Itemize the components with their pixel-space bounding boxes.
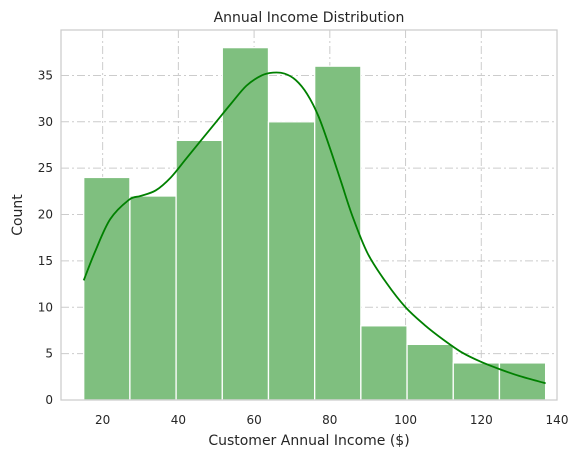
ticks-layer: 20 40 60 80 100 120 140 0 5 10 15 20 25 30 35: [38, 68, 569, 427]
y-tick-label: 15: [38, 254, 53, 268]
y-tick-label: 20: [38, 208, 53, 222]
y-tick-label: 35: [38, 68, 53, 82]
bars-layer: [83, 46, 547, 401]
y-tick-label: 5: [45, 347, 53, 361]
x-tick-label: 100: [394, 413, 417, 427]
y-axis-label: Count: [10, 194, 26, 236]
histogram-bar: [452, 362, 501, 401]
kde-layer: [82, 71, 546, 385]
x-tick-label: 120: [470, 413, 493, 427]
x-tick-label: 20: [95, 413, 110, 427]
histogram-bar: [221, 46, 270, 401]
histogram-bar: [267, 121, 316, 401]
x-axis-label: Customer Annual Income ($): [208, 433, 409, 449]
histogram-bar: [360, 325, 408, 401]
histogram-bar: [129, 195, 177, 401]
y-tick-label: 10: [38, 300, 53, 314]
x-tick-label: 60: [246, 413, 261, 427]
x-tick-label: 80: [322, 413, 337, 427]
kde-curve: [82, 71, 546, 385]
plot-frame: [60, 29, 558, 401]
y-tick-label: 0: [45, 393, 53, 407]
histogram-bar: [314, 65, 362, 401]
histogram-bar: [83, 176, 131, 401]
histogram-bar: [175, 139, 223, 401]
y-tick-label: 30: [38, 115, 53, 129]
histogram-bar: [406, 343, 454, 401]
chart-title: Annual Income Distribution: [214, 10, 405, 26]
x-tick-label: 140: [546, 413, 569, 427]
x-tick-label: 40: [171, 413, 186, 427]
y-tick-label: 25: [38, 161, 53, 175]
